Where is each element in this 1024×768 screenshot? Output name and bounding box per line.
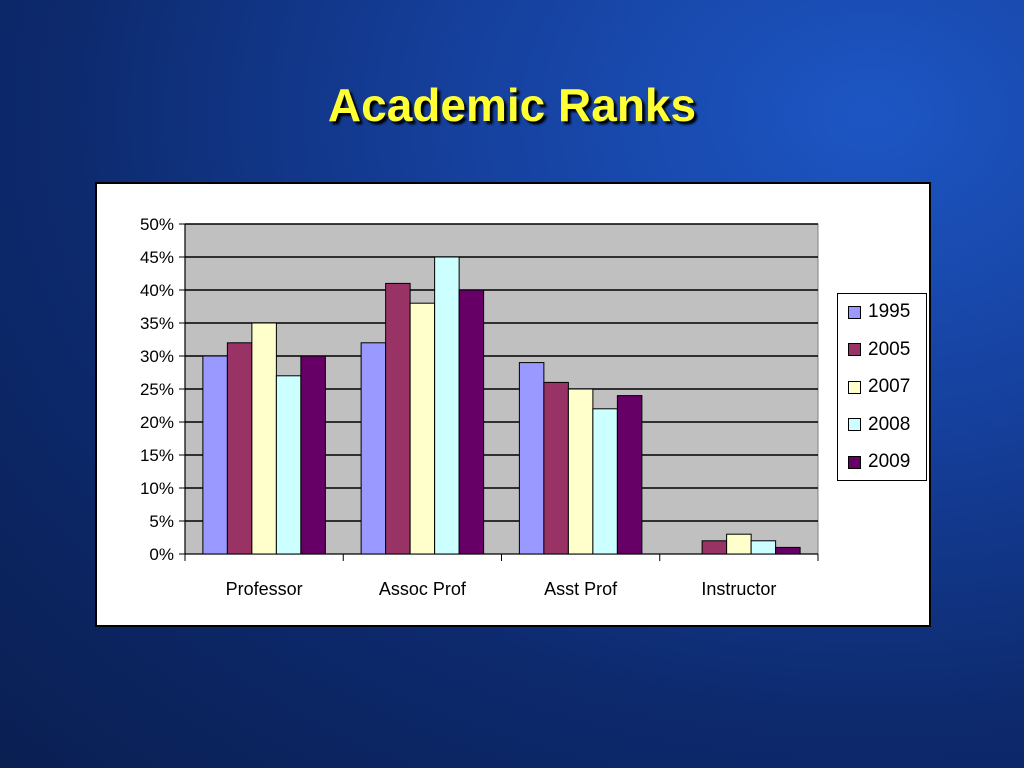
bar bbox=[360, 342, 387, 555]
y-tick-label: 20% bbox=[140, 413, 174, 432]
legend-label: 1995 bbox=[868, 301, 911, 322]
bar bbox=[518, 362, 545, 555]
bar bbox=[409, 302, 436, 555]
legend-label: 2008 bbox=[868, 413, 911, 435]
legend-item: 2008 bbox=[848, 414, 910, 436]
bar bbox=[616, 395, 643, 555]
bar bbox=[592, 408, 618, 555]
legend-swatch bbox=[848, 455, 861, 469]
legend-item: 1995 bbox=[848, 301, 910, 323]
y-tick-label: 50% bbox=[140, 215, 174, 234]
x-tick-label: Assoc Prof bbox=[379, 579, 467, 599]
bar bbox=[275, 375, 302, 555]
bar-chart: 0% 5% 10% 15% 20% 25% 30% 35% 40% 45% 50% Professor… bbox=[140, 215, 819, 599]
legend-item: 2007 bbox=[848, 376, 910, 398]
bar bbox=[775, 546, 801, 555]
bar bbox=[251, 322, 277, 555]
bar bbox=[226, 342, 253, 555]
x-tick-label: Asst Prof bbox=[544, 579, 618, 599]
legend-label: 2009 bbox=[868, 451, 911, 472]
legend-label: 2007 bbox=[868, 376, 911, 397]
y-tick-label: 45% bbox=[140, 248, 174, 267]
bar bbox=[458, 289, 485, 555]
y-tick-label: 5% bbox=[149, 512, 174, 531]
legend-item: 2009 bbox=[848, 451, 910, 473]
slide-title: Academic Ranks bbox=[327, 79, 697, 131]
y-tick-label: 10% bbox=[140, 479, 174, 498]
bar bbox=[567, 388, 594, 555]
bar bbox=[726, 533, 752, 555]
bar bbox=[543, 381, 569, 555]
x-tick-label: Instructor bbox=[701, 579, 776, 599]
bar bbox=[385, 282, 411, 555]
bar bbox=[434, 256, 460, 555]
legend-swatch bbox=[848, 343, 861, 356]
y-tick-label: 40% bbox=[140, 281, 174, 300]
chart-container: 0% 5% 10% 15% 20% 25% 30% 35% 40% 45% 50% Professor… bbox=[95, 182, 931, 627]
bar bbox=[300, 355, 326, 555]
bar bbox=[202, 355, 228, 555]
y-tick-label: 35% bbox=[140, 314, 174, 333]
bar bbox=[701, 540, 728, 555]
y-tick-label: 0% bbox=[149, 545, 174, 564]
chart-legend: 1995 2005 2007 2008 2009 bbox=[837, 293, 927, 481]
legend-swatch bbox=[848, 305, 861, 319]
y-tick-label: 15% bbox=[140, 446, 174, 465]
y-tick-label: 25% bbox=[140, 380, 174, 399]
legend-label: 2005 bbox=[868, 338, 911, 360]
x-tick-label: Professor bbox=[226, 579, 303, 599]
legend-swatch bbox=[848, 380, 861, 394]
legend-item: 2005 bbox=[848, 339, 910, 361]
bar bbox=[750, 540, 777, 555]
legend-swatch bbox=[848, 418, 861, 431]
y-tick-label: 30% bbox=[140, 347, 174, 366]
